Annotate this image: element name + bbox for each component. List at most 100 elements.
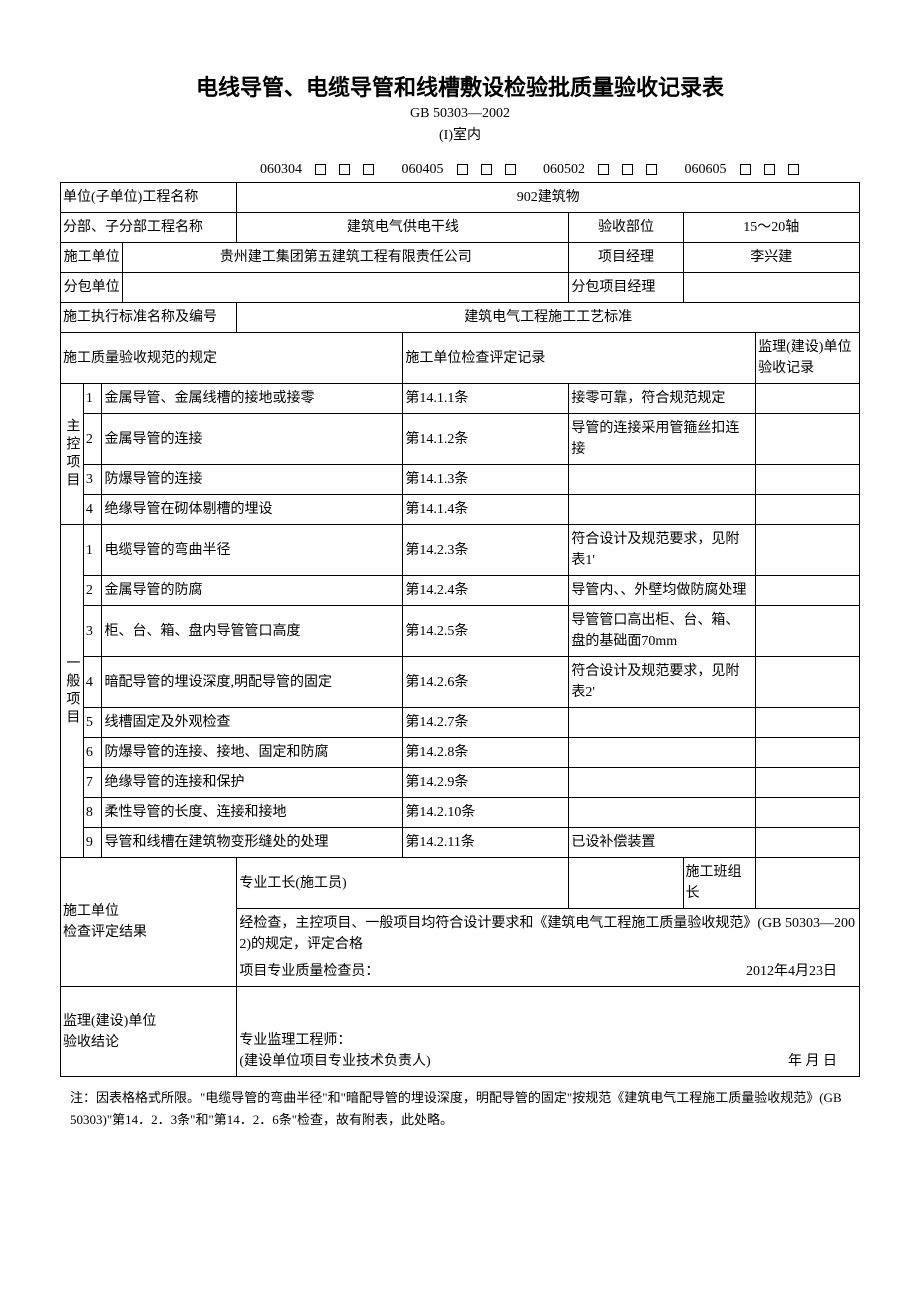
row-sup: [756, 606, 860, 657]
row-record: 导管管口高出柜、台、箱、盘的基础面70mm: [569, 606, 756, 657]
row-sup: [756, 495, 860, 525]
row-clause: 第14.2.4条: [403, 576, 569, 606]
unit-result-cell: 经检查，主控项目、一般项目均符合设计要求和《建筑电气工程施工质量验收规范》(GB…: [237, 909, 860, 987]
row-item: 防爆导管的连接: [102, 465, 403, 495]
value-exec-std: 建筑电气工程施工工艺标准: [237, 303, 860, 333]
row-record: 导管的连接采用管箍丝扣连接: [569, 414, 756, 465]
value-sub-project: 建筑电气供电干线: [237, 213, 569, 243]
row-sup: [756, 768, 860, 798]
row-clause: 第14.1.3条: [403, 465, 569, 495]
row-item: 导管和线槽在建筑物变形缝处的处理: [102, 828, 403, 858]
row-clause: 第14.2.5条: [403, 606, 569, 657]
code-2: 060405: [402, 162, 444, 177]
inspection-table: 单位(子单位)工程名称 902建筑物 分部、子分部工程名称 建筑电气供电干线 验…: [60, 182, 860, 1077]
row-record: 已设补偿装置: [569, 828, 756, 858]
row-item: 绝缘导管的连接和保护: [102, 768, 403, 798]
label-unit-project: 单位(子单位)工程名称: [61, 183, 237, 213]
label-construct-unit: 施工单位: [61, 243, 123, 273]
row-record: 符合设计及规范要求，见附表1': [569, 525, 756, 576]
label-inspector: 项目专业质量检查员：: [239, 961, 379, 982]
row-num: 3: [83, 465, 102, 495]
footnote: 注：因表格格式所限。"电缆导管的弯曲半径"和"暗配导管的埋设深度，明配导管的固定…: [60, 1087, 860, 1131]
row-record: 导管内、、外壁均做防腐处理: [569, 576, 756, 606]
label-sub-project: 分部、子分部工程名称: [61, 213, 237, 243]
row-clause: 第14.2.10条: [403, 798, 569, 828]
label-subcontract: 分包单位: [61, 273, 123, 303]
row-clause: 第14.2.11条: [403, 828, 569, 858]
row-item: 金属导管的连接: [102, 414, 403, 465]
row-record: [569, 738, 756, 768]
row-num: 4: [83, 657, 102, 708]
row-sup: [756, 576, 860, 606]
label-sup-owner: (建设单位项目专业技术负责人): [239, 1051, 430, 1072]
row-num: 3: [83, 606, 102, 657]
value-subcontract: [123, 273, 569, 303]
code-3: 060502: [543, 162, 585, 177]
row-sup: [756, 738, 860, 768]
row-clause: 第14.2.9条: [403, 768, 569, 798]
row-sup: [756, 657, 860, 708]
label-sup-record: 监理(建设)单位验收记录: [756, 333, 860, 384]
label-accept-part: 验收部位: [569, 213, 683, 243]
label-foreman: 专业工长(施工员): [237, 858, 569, 909]
value-team-leader: [756, 858, 860, 909]
row-clause: 第14.1.2条: [403, 414, 569, 465]
row-sup: [756, 465, 860, 495]
row-clause: 第14.2.8条: [403, 738, 569, 768]
row-num: 1: [83, 525, 102, 576]
row-record: [569, 708, 756, 738]
group-general: 一般项目: [61, 525, 84, 858]
page-title: 电线导管、电缆导管和线槽敷设检验批质量验收记录表: [60, 70, 860, 102]
row-num: 2: [83, 576, 102, 606]
row-item: 防爆导管的连接、接地、固定和防腐: [102, 738, 403, 768]
label-unit-result: 施工单位 检查评定结果: [61, 858, 237, 987]
label-check-record: 施工单位检查评定记录: [403, 333, 756, 384]
row-item: 线槽固定及外观检查: [102, 708, 403, 738]
subtitle-location: (I)室内: [60, 124, 860, 144]
value-construct-unit: 贵州建工集团第五建筑工程有限责任公司: [123, 243, 569, 273]
label-spec: 施工质量验收规范的规定: [61, 333, 403, 384]
row-sup: [756, 828, 860, 858]
row-num: 2: [83, 414, 102, 465]
row-item: 绝缘导管在砌体剔槽的埋设: [102, 495, 403, 525]
row-num: 7: [83, 768, 102, 798]
row-num: 5: [83, 708, 102, 738]
value-foreman: [569, 858, 683, 909]
row-item: 电缆导管的弯曲半径: [102, 525, 403, 576]
row-item: 柜、台、箱、盘内导管管口高度: [102, 606, 403, 657]
row-num: 1: [83, 384, 102, 414]
group-main: 主控项目: [61, 384, 84, 525]
row-clause: 第14.1.1条: [403, 384, 569, 414]
value-accept-part: 15～20轴: [683, 213, 859, 243]
row-sup: [756, 708, 860, 738]
sup-conclusion-cell: 专业监理工程师： (建设单位项目专业技术负责人) 年 月 日: [237, 987, 860, 1077]
code-row: 060304 060405 060502 060605: [60, 162, 860, 178]
row-num: 4: [83, 495, 102, 525]
label-sub-pm: 分包项目经理: [569, 273, 683, 303]
value-unit-project: 902建筑物: [237, 183, 860, 213]
row-num: 8: [83, 798, 102, 828]
row-clause: 第14.2.7条: [403, 708, 569, 738]
unit-result-text: 经检查，主控项目、一般项目均符合设计要求和《建筑电气工程施工质量验收规范》(GB…: [239, 913, 857, 955]
value-pm: 李兴建: [683, 243, 859, 273]
label-sup-engineer: 专业监理工程师：: [239, 1030, 857, 1051]
row-record: 接零可靠，符合规范规定: [569, 384, 756, 414]
sup-date: 年 月 日: [788, 1051, 857, 1072]
row-item: 柔性导管的长度、连接和接地: [102, 798, 403, 828]
standard-code: GB 50303—2002: [60, 106, 860, 122]
row-sup: [756, 384, 860, 414]
label-sup-conclusion: 监理(建设)单位 验收结论: [61, 987, 237, 1077]
row-sup: [756, 414, 860, 465]
row-sup: [756, 525, 860, 576]
label-exec-std: 施工执行标准名称及编号: [61, 303, 237, 333]
unit-date: 2012年4月23日: [746, 961, 857, 982]
row-record: 符合设计及规范要求，见附表2': [569, 657, 756, 708]
row-record: [569, 798, 756, 828]
row-clause: 第14.1.4条: [403, 495, 569, 525]
row-num: 6: [83, 738, 102, 768]
label-pm: 项目经理: [569, 243, 683, 273]
label-team-leader: 施工班组长: [683, 858, 756, 909]
row-sup: [756, 798, 860, 828]
row-item: 金属导管的防腐: [102, 576, 403, 606]
row-item: 暗配导管的埋设深度,明配导管的固定: [102, 657, 403, 708]
